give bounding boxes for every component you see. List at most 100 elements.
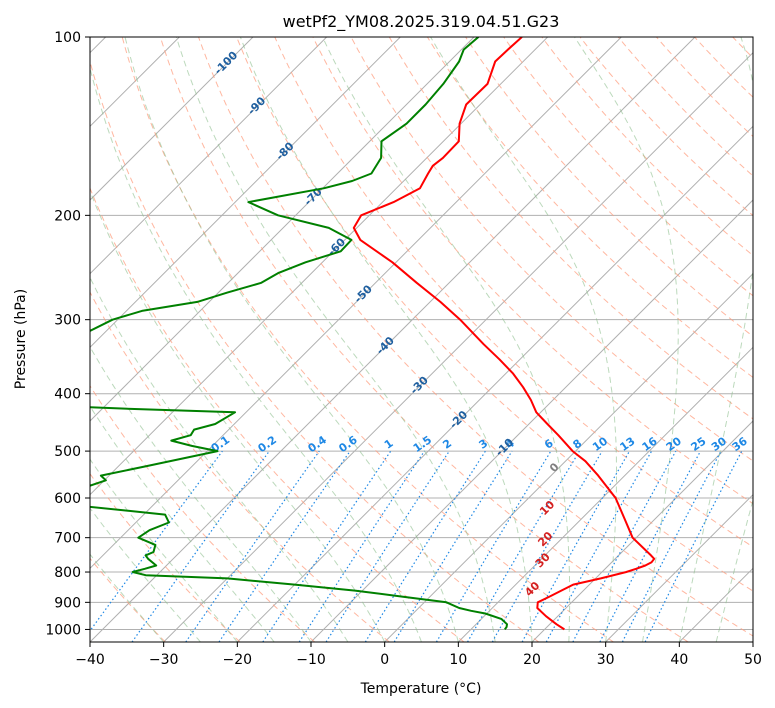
y-tick-label: 500: [54, 444, 81, 460]
isotherm-line: [531, 420, 753, 642]
moist-adiabat-line: [90, 345, 312, 642]
isotherm-label: -90: [245, 94, 268, 117]
dry-adiabat-line: [771, 37, 775, 642]
x-tick-label: −10: [296, 652, 326, 668]
moist-adiabats: [90, 37, 753, 642]
x-axis: −40 −30 −20 −10 0 10 20 30 40 50: [75, 642, 762, 668]
mixing-ratio-label: 1.5: [411, 433, 434, 455]
mixing-ratio-label: 0.2: [256, 433, 279, 455]
isotherm-line: [90, 37, 622, 570]
y-tick-label: 900: [54, 595, 81, 611]
isotherm-line: [163, 51, 753, 642]
dry-adiabat-line: [236, 37, 753, 592]
x-tick-label: −30: [149, 652, 179, 668]
dry-adiabat-line: [90, 291, 390, 642]
moist-adiabat-line: [322, 37, 571, 642]
mixing-ratio-line: [90, 450, 223, 632]
x-tick-label: −20: [223, 652, 253, 668]
mixing-ratio-line: [262, 450, 392, 642]
dry-adiabat-line: [159, 37, 689, 642]
y-axis-label: Pressure (hPa): [13, 289, 29, 389]
line-labels: 0.1 0.2 0.4 0.6 1 1.5 2 3 4 6 8 10 13 16 20 25 30 36-100-…: [209, 48, 750, 599]
y-tick-label: 600: [54, 491, 81, 507]
moist-adiabat-line: [430, 37, 617, 642]
mixing-ratio-line: [131, 450, 270, 642]
moist-adiabat-label: 20: [535, 529, 555, 549]
plot-frame: [89, 36, 754, 643]
dry-adiabat-line: [90, 186, 465, 642]
y-tick-label: 200: [54, 208, 81, 224]
dry-adiabat-line: [274, 37, 753, 548]
mixing-ratio-line: [572, 450, 677, 642]
mixing-ratio-line: [599, 450, 702, 642]
moist-adiabat-line: [574, 37, 679, 642]
moist-adiabat-line: [90, 507, 201, 642]
mixing-ratio-label: 2: [440, 437, 454, 452]
dry-adiabat-line: [388, 37, 753, 420]
dry-adiabat-line: [503, 37, 753, 297]
dry-adiabats: [90, 37, 775, 642]
x-tick-label: 30: [597, 652, 615, 668]
x-tick-label: −40: [75, 652, 105, 668]
dry-adiabat-line: [350, 37, 753, 462]
moist-adiabat-label: 30: [533, 550, 553, 570]
isotherm-label: -100: [212, 48, 241, 77]
mixing-ratio-line: [393, 450, 513, 642]
mixing-ratio-line: [298, 450, 425, 642]
y-axis: 100 200 300 400 500 600 700 800 900 1000: [45, 30, 90, 638]
dry-adiabat-line: [90, 384, 316, 642]
mixing-ratio-line: [621, 450, 722, 642]
mixing-ratio-line: [185, 450, 320, 642]
moist-adiabat-line: [90, 189, 386, 642]
x-tick-label: 10: [449, 652, 467, 668]
dry-adiabat-line: [541, 37, 753, 257]
isotherm-line: [90, 37, 328, 275]
isotherm-line: [90, 37, 401, 349]
moist-adiabat-label: 10: [537, 498, 557, 518]
isotherm-label: -20: [447, 408, 470, 431]
isotherm-line: [90, 37, 475, 422]
moist-adiabat-line: [239, 37, 533, 642]
mixing-ratio-line: [218, 450, 351, 642]
x-tick-label: 0: [380, 652, 389, 668]
mixing-ratio-label: 0.4: [306, 433, 330, 455]
isotherm-line: [752, 641, 753, 642]
y-tick-label: 700: [54, 531, 81, 547]
isotherm-line: [678, 567, 753, 642]
x-tick-label: 50: [744, 652, 762, 668]
isotherm-line: [605, 493, 753, 642]
moist-adiabat-line: [752, 640, 753, 642]
isotherm-line: [384, 272, 753, 642]
isotherm-label: -80: [273, 139, 296, 162]
mixing-ratio-line: [435, 450, 552, 642]
moist-adiabat-line: [678, 37, 753, 642]
y-tick-label: 800: [54, 565, 81, 581]
dry-adiabat-line: [694, 37, 753, 98]
dry-adiabat-line: [426, 37, 753, 379]
mixing-ratio-line: [521, 450, 631, 642]
y-tick-label: 300: [54, 313, 81, 329]
isotherm-line: [310, 199, 753, 642]
dewpoint-line: [90, 37, 508, 630]
x-tick-label: 40: [670, 652, 688, 668]
dry-adiabat-line: [90, 59, 540, 642]
moist-adiabat-line: [90, 65, 422, 642]
isotherm-label: -50: [352, 282, 375, 305]
moist-adiabat-line: [90, 458, 238, 642]
mixing-ratio-line: [364, 450, 486, 642]
isotherm-line: [90, 37, 549, 496]
moist-adiabat-line: [90, 276, 349, 642]
moist-adiabat-line: [715, 498, 753, 642]
dry-adiabat-line: [198, 37, 753, 637]
x-tick-label: 20: [523, 652, 541, 668]
dry-adiabat-line: [465, 37, 753, 338]
isotherm-label: -10: [493, 436, 516, 459]
mixing-ratio-label: 0.6: [336, 433, 360, 455]
mixing-ratio-lines: [90, 450, 743, 642]
dry-adiabat-line: [121, 37, 614, 642]
x-axis-label: Temperature (°C): [360, 681, 482, 697]
isotherm-line: [457, 346, 753, 642]
temperature-line: [352, 37, 656, 631]
y-tick-label: 1000: [45, 622, 81, 638]
